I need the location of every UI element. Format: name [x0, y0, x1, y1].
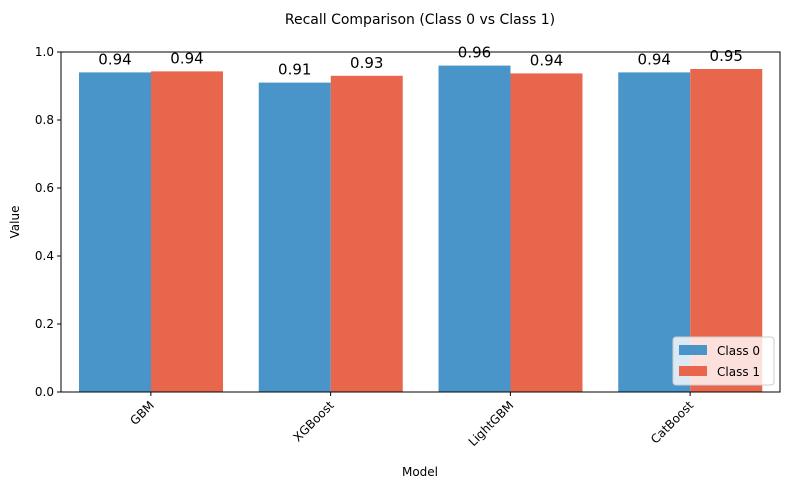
x-axis-label: Model [402, 465, 438, 479]
x-tick-label-catboost: CatBoost [648, 398, 697, 447]
plot-area: 0.94 0.91 0.96 0.94 0.94 0.93 0.94 0.95 [79, 44, 763, 393]
y-axis-label: Value [8, 206, 22, 239]
y-tick-label: 0.0 [35, 385, 54, 399]
bar-class-0-xgboost [258, 82, 331, 392]
data-label: 0.93 [350, 54, 383, 72]
data-label: 0.95 [710, 47, 743, 65]
legend-label-class-0: Class 0 [717, 344, 760, 358]
x-tick-label-gbm: GBM [127, 398, 157, 428]
bar-class-1-gbm [151, 71, 223, 392]
data-label: 0.91 [278, 61, 311, 79]
x-tick-label-lightgbm: LightGBM [466, 398, 517, 449]
data-label: 0.94 [638, 50, 671, 68]
data-label: 0.94 [530, 51, 563, 69]
legend: Class 0 Class 1 [672, 336, 775, 386]
x-tick-label-xgboost: XGBoost [290, 398, 336, 444]
data-label: 0.94 [98, 50, 131, 68]
legend-swatch-class-1 [679, 366, 707, 376]
legend-label-class-1: Class 1 [717, 365, 760, 379]
y-axis: 0.0 0.2 0.4 0.6 0.8 1.0 [35, 45, 61, 399]
chart-title: Recall Comparison (Class 0 vs Class 1) [285, 12, 555, 28]
y-tick-label: 1.0 [35, 45, 54, 59]
x-axis: GBM XGBoost LightGBM CatBoost [127, 392, 696, 449]
bar-class-0-gbm [79, 72, 151, 393]
data-label: 0.96 [458, 44, 491, 62]
bar-class-0-lightgbm [438, 65, 511, 392]
y-tick-label: 0.8 [35, 113, 54, 127]
legend-swatch-class-0 [679, 345, 707, 355]
axes-frame [60, 51, 781, 393]
data-label: 0.94 [170, 49, 203, 67]
y-tick-label: 0.2 [35, 317, 54, 331]
y-tick-label: 0.4 [35, 249, 54, 263]
bar-class-1-xgboost [330, 75, 403, 393]
y-tick-label: 0.6 [35, 181, 54, 195]
bar-class-1-lightgbm [510, 73, 583, 393]
